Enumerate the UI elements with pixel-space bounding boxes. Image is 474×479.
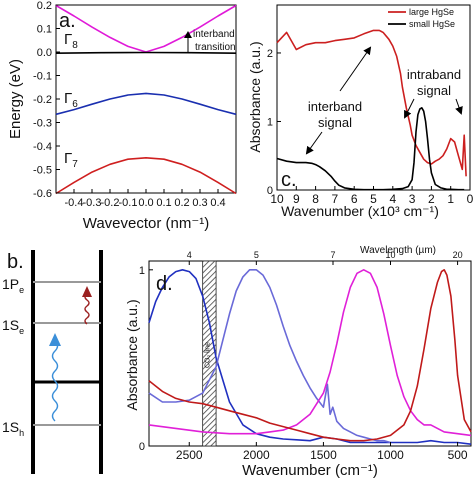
x2-tick-label: 10 — [385, 250, 395, 260]
y-tick-label: -0.6 — [33, 188, 52, 200]
interband-arrow-icon — [184, 31, 192, 52]
panel-c-ylabel: Absorbance (a.u.) — [247, 41, 263, 152]
y-tick-label: -0.3 — [33, 118, 52, 130]
x-tick-label: 8 — [312, 192, 319, 206]
intraband-photon-icon — [82, 286, 92, 325]
panel-a-xaxis: -0.4 -0.3 -0.2 -0.1 0.0 0.1 0.2 0.3 0.4 — [65, 189, 226, 209]
x-tick-label: 10 — [270, 192, 284, 206]
x-tick-label: 6 — [351, 192, 358, 206]
x-tick-label: 3 — [409, 192, 416, 206]
band-label-gamma7: Γ7 — [64, 150, 78, 170]
annotation-arrows — [305, 46, 463, 155]
level-label-1sh: 1Sh — [2, 419, 24, 438]
y-tick-label: -0.4 — [33, 141, 52, 153]
x-tick-label: 2 — [428, 192, 435, 206]
x2-tick-label: 5 — [254, 250, 259, 260]
panel-d-xaxis: 2500 2000 1500 1000 500 — [176, 442, 468, 462]
x2-tick-label: 20 — [453, 250, 463, 260]
x-tick-label: -0.4 — [65, 197, 84, 209]
series-line-4 — [55, 157, 237, 195]
interband-photon-icon — [49, 333, 61, 422]
series-line-2 — [148, 268, 391, 444]
y-tick-label: 0.2 — [37, 0, 52, 12]
y-tick-label: 0.0 — [37, 47, 52, 59]
panel-a-yaxis: 0.2 0.1 0.0 -0.1 -0.2 -0.3 -0.4 -0.5 -0.6 — [33, 0, 60, 200]
x-tick-label: 0.3 — [192, 197, 207, 209]
panel-c-series — [276, 29, 467, 191]
x-tick-label: 7 — [332, 192, 339, 206]
panel-a-series — [55, 4, 237, 195]
co2-line-label: CO₂ line — [204, 342, 211, 368]
x-tick-label: -0.3 — [83, 197, 102, 209]
x-tick-label: 1000 — [377, 448, 404, 462]
panel-c-legend: large HgSe small HgSe — [388, 7, 455, 29]
band-label-gamma6: Γ6 — [64, 90, 78, 110]
panel-c-annotation-intraband-2: signal — [417, 83, 451, 98]
panel-c: 10 9 8 7 6 5 4 3 2 1 0 012 large HgSe small HgSe c… — [247, 4, 474, 219]
x-tick-label: 0.0 — [138, 197, 153, 209]
panel-a-annotation-line2: transition — [195, 42, 236, 53]
y-tick-label: 1 — [267, 116, 273, 128]
x-tick-label: 2000 — [243, 448, 270, 462]
panel-d-frame — [148, 260, 472, 447]
x2-tick-label: 7 — [330, 250, 335, 260]
panel-d-ylabel: Absorbance (a.u.) — [124, 299, 140, 410]
series-line-1 — [148, 268, 472, 445]
panel-a-ylabel: Energy (eV) — [7, 59, 24, 139]
panel-c-xaxis: 10 9 8 7 6 5 4 3 2 1 0 — [270, 186, 474, 206]
x-tick-label: 2500 — [176, 448, 203, 462]
y-tick-label: 1 — [139, 265, 145, 277]
panel-d-x2label: Wavelength (µm) — [360, 245, 436, 256]
series-line-3 — [148, 268, 472, 437]
level-label-1pe: 1Pe — [2, 276, 24, 295]
x-tick-label: 1500 — [310, 448, 337, 462]
band-label-gamma8: Γ8 — [64, 31, 78, 51]
panel-d-yaxis: 01 — [139, 265, 153, 453]
panel-d-label: d. — [156, 273, 173, 295]
series-line-3 — [55, 92, 237, 116]
x-tick-label: 500 — [448, 448, 468, 462]
y-tick-label: 2 — [267, 48, 273, 60]
x-tick-label: -0.2 — [101, 197, 120, 209]
panel-d-series — [148, 268, 472, 445]
panel-d-xlabel: Wavenumber (cm⁻¹) — [242, 462, 378, 479]
panel-c-xlabel: Wavenumber (x10³ cm⁻¹) — [281, 203, 439, 219]
panel-c-label: c. — [281, 169, 297, 191]
series-line-4 — [148, 268, 472, 442]
x-tick-label: 0.2 — [174, 197, 189, 209]
x2-tick-label: 4 — [187, 250, 192, 260]
y-tick-label: -0.2 — [33, 94, 52, 106]
legend-large-hgse: large HgSe — [409, 7, 454, 17]
y-tick-label: -0.1 — [33, 71, 52, 83]
y-tick-label: 0 — [139, 441, 145, 453]
x-tick-label: 9 — [293, 192, 300, 206]
panel-c-annotation-interband-2: signal — [318, 115, 352, 130]
series-line-1 — [276, 29, 467, 177]
x-tick-label: -0.1 — [119, 197, 138, 209]
series-line-2 — [276, 107, 465, 191]
x-tick-label: 0 — [467, 192, 474, 206]
panel-a-label: a. — [59, 10, 76, 32]
panel-a-annotation-line1: interband — [193, 29, 235, 40]
y-tick-label: 0 — [267, 185, 273, 197]
panel-d: CO₂ line 2500 2000 1500 1000 500 4 5 7 10 20 01 … — [124, 245, 472, 479]
panel-a: -0.4 -0.3 -0.2 -0.1 0.0 0.1 0.2 0.3 0.4 0.20.10.… — [7, 0, 237, 232]
series-line-2 — [55, 51, 237, 54]
panel-c-annotation-intraband-1: intraband — [407, 67, 461, 82]
x-tick-label: 0.1 — [156, 197, 171, 209]
panel-b: b. 1Pe 1Se 1Sh — [2, 250, 103, 474]
panel-b-label: b. — [7, 251, 24, 273]
x-tick-label: 0.4 — [210, 197, 225, 209]
panel-a-xlabel: Wavevector (nm⁻¹) — [83, 215, 210, 232]
y-tick-label: 0.1 — [37, 24, 52, 36]
panel-c-annotation-interband-1: interband — [308, 99, 362, 114]
x-tick-label: 5 — [370, 192, 377, 206]
level-label-1se: 1Se — [2, 317, 24, 336]
y-tick-label: -0.5 — [33, 165, 52, 177]
x-tick-label: 4 — [389, 192, 396, 206]
legend-small-hgse: small HgSe — [409, 19, 455, 29]
panel-d-top-axis: 4 5 7 10 20 — [187, 250, 463, 265]
x-tick-label: 1 — [447, 192, 454, 206]
panel-c-yaxis: 0 1 2 — [267, 48, 281, 197]
